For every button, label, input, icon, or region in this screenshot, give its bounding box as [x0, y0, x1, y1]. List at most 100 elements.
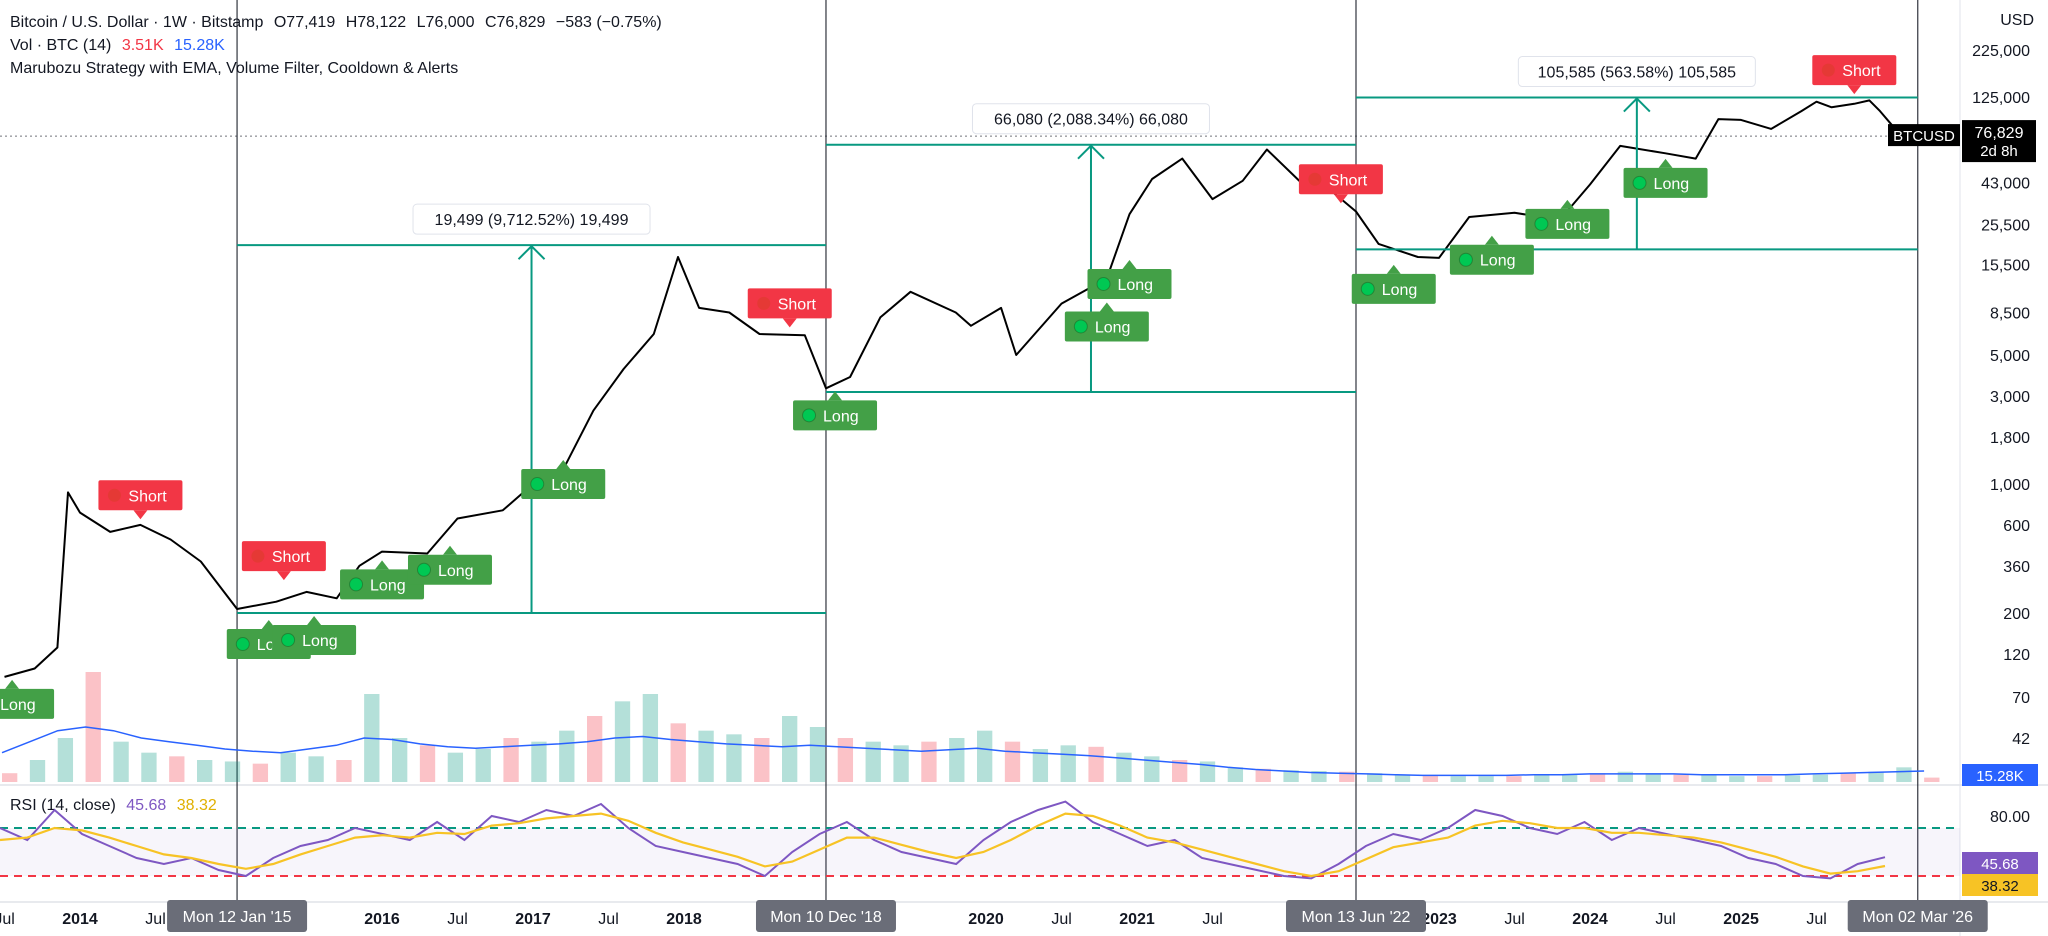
- time-axis-tick: Jul: [1806, 911, 1826, 928]
- volume-bar: [865, 741, 881, 782]
- long-dot-icon: [1360, 281, 1375, 296]
- short-signal-badge: [1812, 55, 1897, 86]
- signal-pointer: [1847, 85, 1862, 95]
- volume-bar: [1450, 776, 1466, 782]
- open-value: O77,419: [273, 14, 336, 31]
- strategy-name[interactable]: Marubozu Strategy with EMA, Volume Filte…: [10, 60, 459, 77]
- volume-bar: [141, 752, 157, 782]
- price-axis-tick: 25,500: [1981, 217, 2030, 234]
- volume-bar: [977, 730, 993, 782]
- volume-bar: [1394, 774, 1411, 782]
- volume-bar: [1032, 749, 1049, 782]
- price-axis-tick: 43,000: [1981, 176, 2030, 193]
- signal-pointer: [276, 571, 291, 581]
- date-marker-label: Mon 02 Mar '26: [1862, 909, 1973, 926]
- time-axis-tick: Jul: [1202, 911, 1222, 928]
- date-marker-label: Mon 13 Jun '22: [1302, 909, 1411, 926]
- symbol-tag-text: BTCUSD: [1893, 128, 1955, 145]
- signal-pointer: [5, 679, 20, 689]
- volume-bar: [893, 745, 909, 782]
- volume-indicator-label[interactable]: Vol · BTC (14): [10, 37, 112, 54]
- volume-bar: [1367, 773, 1383, 782]
- volume-bar: [1701, 775, 1717, 782]
- time-axis-tick: 2024: [1572, 911, 1608, 928]
- time-axis-tick: Jul: [447, 911, 467, 928]
- date-marker-box: [167, 900, 308, 932]
- volume-bar: [921, 741, 937, 782]
- volume-bar: [1840, 773, 1856, 782]
- volume-bar: [224, 761, 241, 782]
- rsi-axis-tick: 80.00: [1990, 809, 2030, 826]
- volume-bar: [1784, 775, 1801, 782]
- volume-bar: [85, 672, 101, 782]
- signal-pointer: [1658, 158, 1673, 168]
- signal-pointer: [133, 510, 148, 520]
- volume-ma-tag: [1962, 764, 2038, 786]
- price-axis-tick: 70: [2012, 690, 2030, 707]
- volume-bar: [1812, 774, 1829, 782]
- volume-bar: [308, 756, 324, 782]
- volume-bar: [754, 738, 770, 782]
- time-axis-tick: Jul: [145, 911, 165, 928]
- rsi-value-tag: [1962, 852, 2038, 874]
- rsi-indicator-label[interactable]: RSI (14, close): [10, 797, 116, 814]
- measure-label-box: [971, 103, 1210, 135]
- price-axis-tick: 1,800: [1990, 430, 2030, 447]
- price-axis-tick: 42: [2012, 731, 2030, 748]
- price-axis-tick: 1,000: [1990, 477, 2030, 494]
- strategy-legend: Marubozu Strategy with EMA, Volume Filte…: [10, 58, 464, 80]
- long-signal-badge: [272, 624, 357, 655]
- signal-label: Long: [302, 633, 338, 650]
- short-dot-icon: [1821, 63, 1835, 77]
- symbol-info-line: Bitcoin / U.S. Dollar · 1W · Bitstamp O7…: [10, 12, 668, 34]
- date-marker-box: [1285, 900, 1426, 932]
- short-dot-icon: [757, 296, 771, 310]
- volume-bar: [782, 716, 798, 782]
- symbol-title[interactable]: Bitcoin / U.S. Dollar · 1W · Bitstamp: [10, 14, 264, 31]
- volume-ma-value: 15.28K: [174, 37, 225, 54]
- rsi-ma-tag: [1962, 874, 2038, 896]
- volume-bar: [1896, 767, 1912, 782]
- measure-label: 66,080 (2,088.34%) 66,080: [994, 112, 1188, 129]
- signal-label: Long: [370, 577, 406, 594]
- volume-ma-line: [1, 726, 1925, 777]
- measure-label: 19,499 (9,712.52%) 19,499: [435, 212, 629, 229]
- long-dot-icon: [349, 577, 364, 592]
- long-dot-icon: [1632, 175, 1647, 190]
- volume-bar: [1144, 756, 1160, 782]
- volume-bar: [1060, 745, 1076, 782]
- volume-bar: [1868, 771, 1884, 782]
- measure-layer: 19,499 (9,712.52%) 19,499 66,080 (2,088.3…: [237, 56, 1918, 614]
- signal-label: Long: [438, 563, 474, 580]
- signal-pointer: [782, 318, 797, 328]
- price-axis-tick: 125,000: [1972, 90, 2030, 107]
- measure-arrow-head: [1623, 97, 1651, 113]
- volume-bar: [169, 756, 185, 782]
- price-axis-tick: 360: [2003, 559, 2030, 576]
- long-signal-badge: [340, 569, 425, 600]
- signal-label: Short: [778, 296, 817, 313]
- volume-bar: [29, 760, 46, 782]
- long-dot-icon: [530, 477, 545, 492]
- volume-bar: [1729, 776, 1745, 782]
- signal-label: Long: [1555, 217, 1591, 234]
- signal-pointer: [307, 615, 322, 625]
- signal-label: Short: [272, 549, 311, 566]
- time-axis-tick: 2025: [1723, 911, 1759, 928]
- currency-button[interactable]: USD: [2000, 12, 2034, 29]
- volume-bar: [252, 763, 269, 782]
- signal-pointer: [556, 460, 571, 470]
- volume-bar: [1422, 775, 1439, 782]
- price-axis-tick: 200: [2003, 606, 2030, 623]
- price-axis-tick: 8,500: [1990, 306, 2030, 323]
- signal-label: Long: [1654, 176, 1690, 193]
- short-dot-icon: [107, 488, 121, 502]
- signal-pointer: [1484, 235, 1499, 245]
- volume-value: 3.51K: [121, 37, 164, 54]
- date-marker-label: Mon 12 Jan '15: [183, 909, 292, 926]
- rsi-legend: RSI (14, close) 45.68 38.32: [10, 795, 223, 817]
- volume-legend: Vol · BTC (14) 3.51K 15.28K: [10, 35, 231, 57]
- rsi-layer: [0, 800, 1960, 880]
- volume-bar: [113, 741, 129, 782]
